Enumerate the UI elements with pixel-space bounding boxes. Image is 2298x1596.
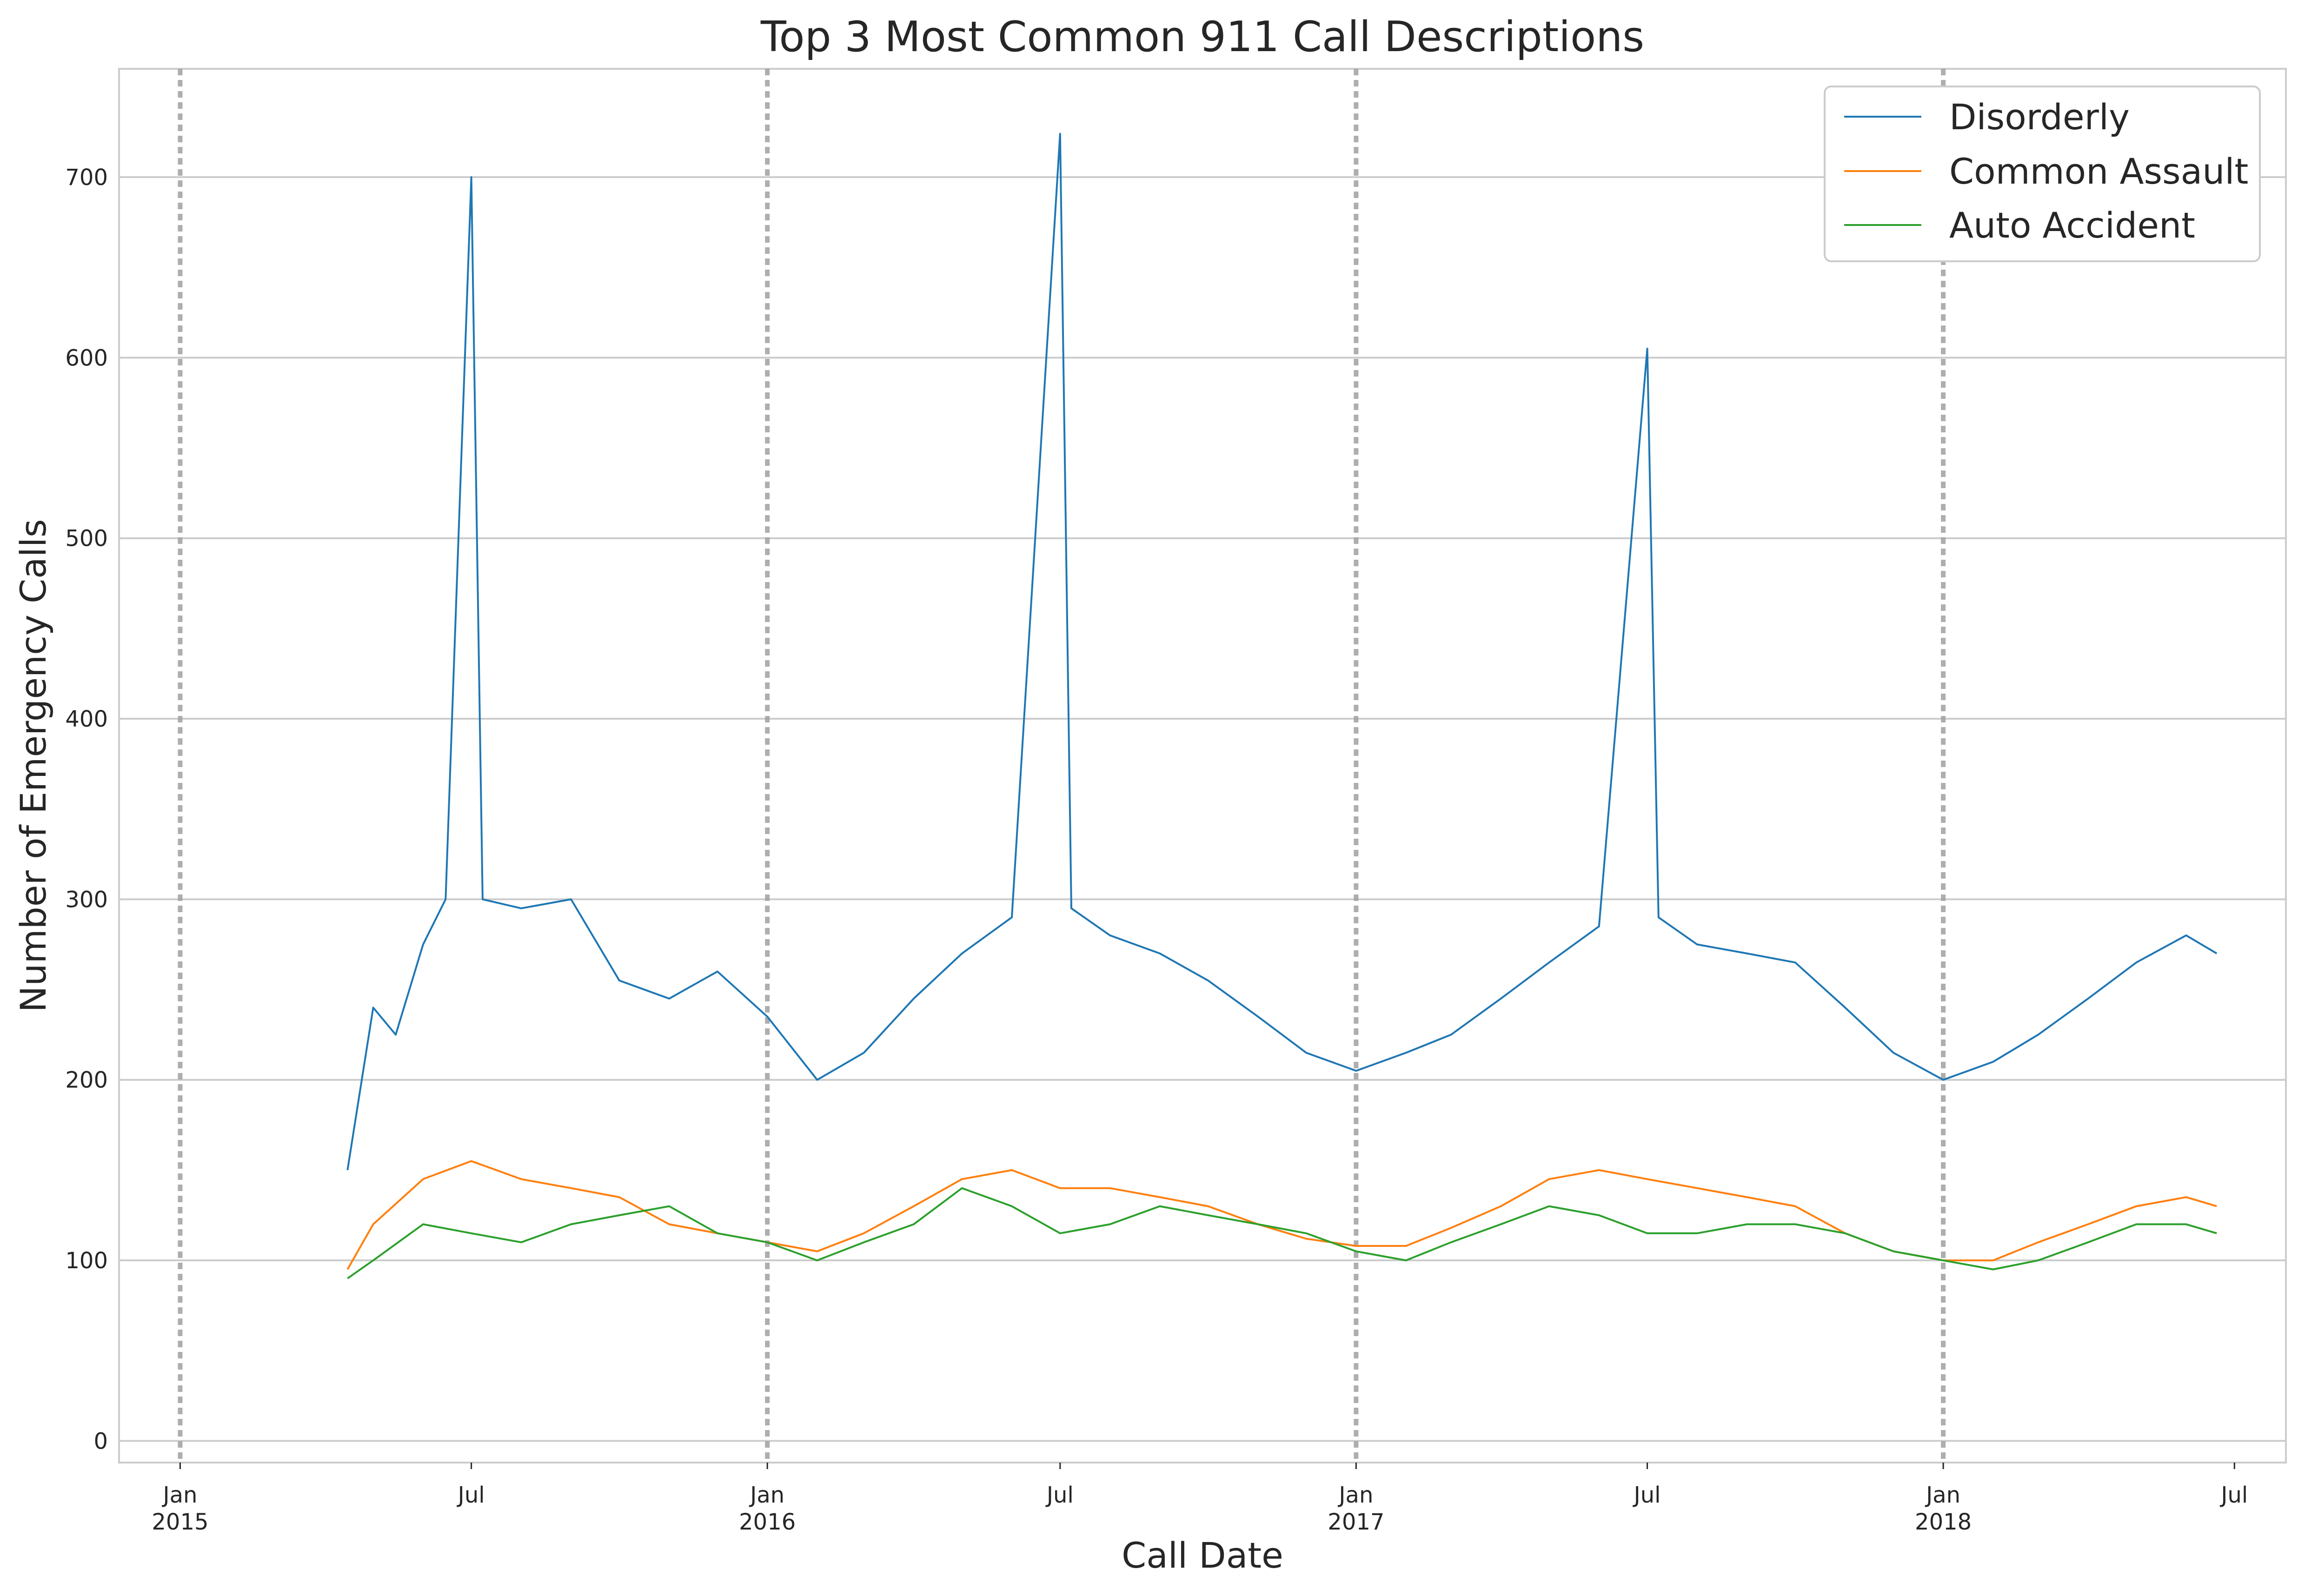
- x-tick-label-year: 2018: [1915, 1509, 1972, 1535]
- x-axis-label: Call Date: [1122, 1535, 1283, 1576]
- x-tick-label-year: 2015: [152, 1509, 208, 1535]
- x-tick-label-year: 2017: [1328, 1509, 1384, 1535]
- year-boundary-lines: [178, 69, 1946, 1463]
- chart-title: Top 3 Most Common 911 Call Descriptions: [760, 13, 1644, 61]
- x-tick-label: Jan: [161, 1482, 197, 1508]
- y-axis-label: Number of Emergency Calls: [13, 519, 54, 1012]
- y-tick-label: 500: [65, 526, 108, 552]
- y-tick-label: 200: [65, 1067, 108, 1093]
- legend-label-common-assault: Common Assault: [1949, 151, 2248, 192]
- x-tick-label: Jul: [457, 1482, 485, 1508]
- legend: Disorderly Common Assault Auto Accident: [1824, 86, 2261, 262]
- x-tick-label: Jul: [2219, 1482, 2248, 1508]
- x-tick-label: Jan: [749, 1482, 784, 1508]
- x-tick-label: Jul: [1045, 1482, 1074, 1508]
- y-tick-label: 300: [65, 887, 108, 913]
- plot-area: [118, 68, 2287, 1464]
- series-line-auto-accident: [347, 1187, 2217, 1279]
- series-line-disorderly: [346, 132, 2218, 1171]
- x-tick-label: Jul: [1633, 1482, 1661, 1508]
- y-tick-label: 100: [65, 1248, 108, 1274]
- y-tick-label: 700: [65, 165, 108, 191]
- y-tick-labels: 0 100 200 300 400 500 600 700: [65, 165, 108, 1454]
- legend-label-auto-accident: Auto Accident: [1949, 205, 2195, 246]
- legend-label-disorderly: Disorderly: [1949, 96, 2130, 138]
- x-tick-label-year: 2016: [739, 1509, 796, 1535]
- x-tick-label: Jan: [1337, 1482, 1373, 1508]
- x-tick-label: Jan: [1925, 1482, 1960, 1508]
- y-tick-label: 0: [93, 1428, 108, 1454]
- legend-box: [1824, 86, 2261, 262]
- y-tick-label: 400: [65, 706, 108, 732]
- y-tick-label: 600: [65, 345, 108, 371]
- series-lines: [346, 132, 2218, 1279]
